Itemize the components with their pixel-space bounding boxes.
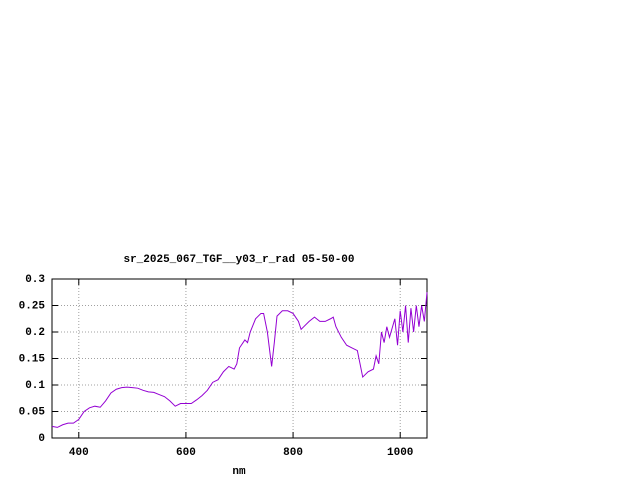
data-line [51,292,428,428]
y-tick-label: 0.1 [25,380,45,392]
x-tick-label: 600 [176,447,196,459]
y-tick-label: 0 [38,433,45,445]
y-tick-label: 0.2 [25,327,45,339]
y-tick-label: 0.25 [19,300,46,312]
y-tick-label: 0.3 [25,274,45,286]
x-tick-label: 400 [69,447,89,459]
x-axis-label: nm [232,466,246,478]
y-tick-label: 0.05 [19,406,46,418]
x-tick-label: 1000 [387,447,413,459]
chart-title: sr_2025_067_TGF__y03_r_rad 05-50-00 [123,254,354,266]
y-tick-label: 0.15 [19,353,46,365]
plot-border [51,278,428,439]
x-tick-label: 800 [283,447,303,459]
